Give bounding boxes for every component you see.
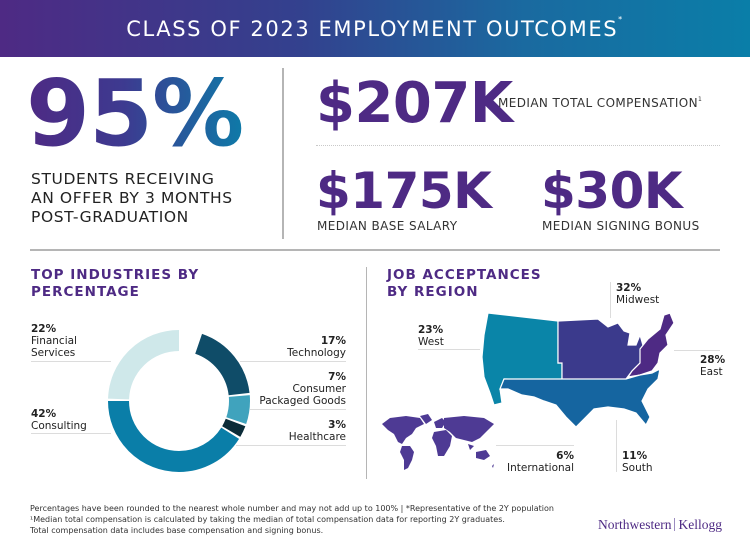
label-pct: 23%	[418, 324, 444, 336]
footnote-line: ¹Median total compensation is calculated…	[30, 515, 505, 524]
label-midwest: 32% Midwest	[616, 282, 659, 306]
leader-line	[616, 420, 617, 472]
total-compensation-value: $207K	[316, 71, 513, 136]
page-title-text: CLASS OF 2023 EMPLOYMENT OUTCOMES	[126, 16, 619, 41]
footnote-line: Percentages have been rounded to the nea…	[30, 504, 554, 513]
segment-financial-services	[108, 330, 250, 472]
label-pct: 22%	[31, 323, 57, 335]
label-name: West	[418, 336, 444, 348]
label-name: Technology	[287, 347, 346, 359]
region-midwest	[557, 318, 645, 381]
label-pct: 7%	[328, 371, 346, 383]
offer-caption-line: AN OFFER BY 3 MONTHS	[31, 189, 233, 207]
us-region-map	[481, 312, 675, 428]
header-banner: CLASS OF 2023 EMPLOYMENT OUTCOMES*	[0, 0, 750, 57]
horizontal-divider	[30, 249, 720, 251]
footnote-line: Total compensation data includes base co…	[30, 526, 324, 535]
vertical-divider	[282, 68, 284, 239]
section-divider	[366, 267, 367, 479]
label-name: Consumer	[292, 383, 346, 395]
label-pct: 17%	[320, 335, 346, 347]
title-footnote-mark: *	[618, 14, 624, 24]
leader-line	[31, 433, 111, 434]
page-title: CLASS OF 2023 EMPLOYMENT OUTCOMES*	[126, 14, 624, 41]
label-international: 6% International	[507, 450, 574, 474]
world-map	[382, 414, 494, 470]
label-name: International	[506, 462, 574, 474]
label-pct: 3%	[328, 419, 346, 431]
northwestern-kellogg-logo: Northwestern Kellogg	[598, 517, 722, 533]
label-pct: 32%	[616, 282, 642, 294]
logo-separator	[674, 518, 676, 531]
world-continents	[382, 414, 494, 470]
label-pct: 6%	[556, 450, 574, 462]
label-pct: 28%	[700, 354, 726, 366]
leader-line	[496, 445, 574, 446]
label-east: 28% East	[700, 354, 725, 378]
industries-title-line: TOP INDUSTRIES BY	[31, 267, 200, 283]
label-consumer-packaged-goods: 7% Consumer Packaged Goods	[259, 371, 346, 407]
label-south: 11% South	[622, 450, 653, 474]
leader-line	[236, 445, 346, 446]
label-name: South	[622, 462, 653, 474]
leader-line	[31, 361, 111, 362]
signing-bonus-value: $30K	[541, 162, 683, 220]
label-name: East	[700, 366, 723, 378]
offer-rate-value: 95%	[26, 60, 244, 167]
region-south	[499, 367, 661, 428]
label-name: Financial	[31, 335, 77, 347]
regions-title-line: JOB ACCEPTANCES	[387, 267, 542, 283]
industries-donut-chart	[108, 330, 250, 472]
offer-rate-caption: STUDENTS RECEIVING AN OFFER BY 3 MONTHS …	[31, 170, 281, 227]
base-salary-value: $175K	[316, 162, 492, 220]
region-east	[626, 312, 675, 378]
segment-consumer-packaged-goods	[108, 330, 250, 472]
logo-kellogg: Kellogg	[678, 517, 722, 532]
label-financial-services: 22% Financial Services	[31, 323, 77, 359]
label-pct: 42%	[31, 408, 57, 420]
label-name: Services	[31, 347, 76, 359]
footnote-mark: 1	[697, 96, 703, 103]
label-name: Packaged Goods	[259, 395, 346, 407]
total-compensation-label-text: MEDIAN TOTAL COMPENSATION	[498, 96, 698, 110]
offer-caption-line: POST-GRADUATION	[31, 208, 189, 226]
segment-consulting	[108, 330, 250, 472]
leader-line	[674, 350, 720, 351]
label-name: Midwest	[616, 294, 660, 306]
total-compensation-label: MEDIAN TOTAL COMPENSATION1	[498, 96, 702, 110]
label-consulting: 42% Consulting	[31, 408, 87, 432]
logo-northwestern: Northwestern	[598, 517, 672, 532]
industries-title-line: PERCENTAGE	[31, 284, 140, 300]
offer-caption-line: STUDENTS RECEIVING	[31, 170, 215, 188]
industries-title: TOP INDUSTRIES BY PERCENTAGE	[31, 267, 199, 301]
label-name: Healthcare	[288, 431, 346, 443]
footnotes: Percentages have been rounded to the nea…	[30, 503, 554, 536]
label-pct: 11%	[622, 450, 648, 462]
label-west: 23% West	[418, 324, 444, 348]
label-name: Consulting	[31, 420, 87, 432]
signing-bonus-label: MEDIAN SIGNING BONUS	[542, 219, 700, 233]
label-healthcare: 3% Healthcare	[289, 419, 346, 443]
regions-title: JOB ACCEPTANCES BY REGION	[387, 267, 542, 301]
leader-line	[250, 409, 346, 410]
leader-line	[610, 282, 611, 318]
dotted-divider	[316, 145, 720, 146]
base-salary-label: MEDIAN BASE SALARY	[317, 219, 458, 233]
leader-line	[240, 361, 346, 362]
label-technology: 17% Technology	[287, 335, 346, 359]
leader-line	[418, 349, 480, 350]
regions-title-line: BY REGION	[387, 284, 479, 300]
